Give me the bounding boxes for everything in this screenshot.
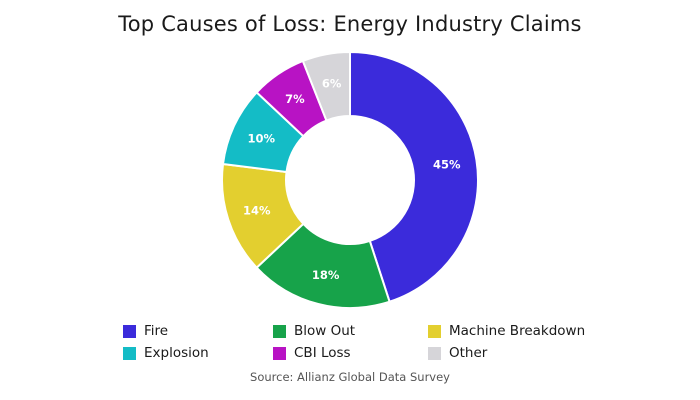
legend-label-fire: Fire [144, 323, 169, 339]
slice-label-explosion: 10% [248, 131, 276, 145]
chart-title: Top Causes of Loss: Energy Industry Clai… [118, 12, 582, 36]
slice-label-fire: 45% [433, 158, 461, 172]
slice-other [301, 50, 351, 122]
donut-chart: 45% 18% 14% 10% 7% 6% [221, 50, 479, 309]
legend-swatch-machine-breakdown [428, 324, 441, 338]
legend-label-explosion: Explosion [144, 345, 209, 361]
legend-item-blow-out: Blow Out [273, 322, 428, 340]
legend-swatch-explosion [123, 346, 136, 360]
slice-fire [349, 50, 479, 303]
legend-item-explosion: Explosion [123, 344, 273, 362]
legend: Fire Blow Out Machine Breakdown Explosio… [123, 322, 643, 362]
legend-swatch-cbi-loss [273, 346, 286, 360]
legend-item-cbi-loss: CBI Loss [273, 344, 428, 362]
legend-label-cbi-loss: CBI Loss [294, 345, 351, 361]
legend-item-machine-breakdown: Machine Breakdown [428, 322, 628, 340]
legend-swatch-other [428, 346, 441, 360]
legend-label-blow-out: Blow Out [294, 323, 356, 339]
chart-source: Source: Allianz Global Data Survey [250, 370, 450, 384]
legend-label-machine-breakdown: Machine Breakdown [449, 323, 586, 339]
slice-label-cbi-loss: 7% [285, 92, 305, 106]
slice-blow-out [255, 222, 391, 309]
legend-swatch-fire [123, 324, 136, 338]
legend-item-other: Other [428, 344, 628, 362]
legend-swatch-blow-out [273, 324, 286, 338]
slice-label-other: 6% [322, 77, 342, 91]
legend-label-other: Other [449, 345, 488, 361]
slice-label-blow-out: 18% [312, 268, 340, 282]
legend-item-fire: Fire [123, 322, 273, 340]
slice-label-machine-breakdown: 14% [243, 203, 271, 217]
